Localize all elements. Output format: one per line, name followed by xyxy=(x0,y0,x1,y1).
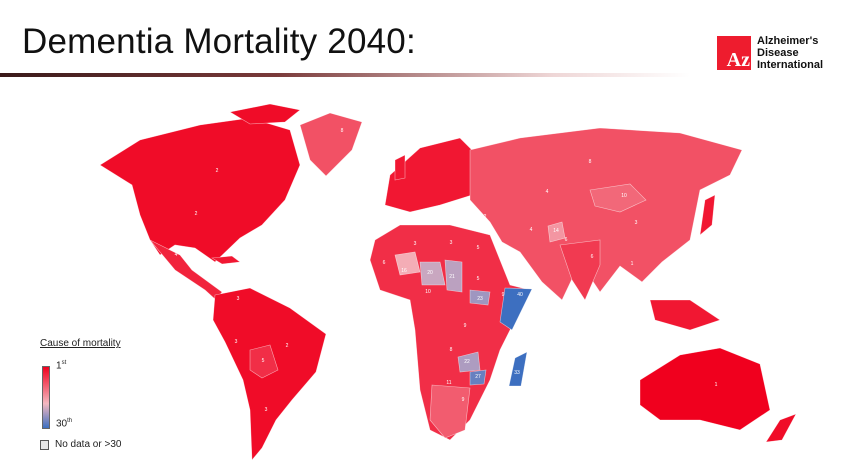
country-rank-label: 4 xyxy=(175,252,178,258)
country-rank-label: 3 xyxy=(265,407,268,413)
logo-line: International xyxy=(757,59,824,71)
country-rank-label: 3 xyxy=(450,240,453,246)
country-mongolia xyxy=(589,183,647,213)
country-rank-label: 4 xyxy=(546,189,549,195)
country-rank-label: 8 xyxy=(589,159,592,165)
country-rank-label: 40 xyxy=(517,292,523,298)
country-rank-label: 10 xyxy=(425,289,431,295)
nodata-swatch xyxy=(40,439,49,450)
country-south-sudan xyxy=(469,289,491,306)
nodata-label: No data or >30 xyxy=(55,439,122,450)
country-sahel-west xyxy=(394,251,421,276)
country-rank-label: 6 xyxy=(591,254,594,260)
slide-title: Dementia Mortality 2040: xyxy=(22,22,416,61)
legend-color-scale xyxy=(42,366,50,429)
country-rank-label: 3 xyxy=(414,241,417,247)
country-arctic-islands xyxy=(229,103,301,125)
country-caribbean xyxy=(211,255,241,265)
logo-text: Alzheimer's Disease International xyxy=(757,35,823,71)
country-zambia xyxy=(457,351,481,373)
country-rank-label: 5 xyxy=(477,276,480,282)
country-se-asia-islands xyxy=(649,299,721,331)
country-rank-label: 14 xyxy=(553,228,559,234)
country-japan xyxy=(699,194,716,236)
country-rank-label: 1 xyxy=(715,382,718,388)
country-rank-label: 2 xyxy=(195,211,198,217)
country-greenland xyxy=(299,112,363,177)
country-india xyxy=(559,239,601,301)
country-africa xyxy=(369,224,531,441)
country-rank-label: 9 xyxy=(462,397,465,403)
country-rank-label: 5 xyxy=(477,245,480,251)
title-underline xyxy=(0,73,690,77)
country-uk xyxy=(394,154,406,181)
country-rank-label: 3 xyxy=(635,220,638,226)
logo-line: Disease xyxy=(757,47,799,59)
legend-bottom-label: 30th xyxy=(56,418,73,430)
country-rank-label: 23 xyxy=(477,296,483,302)
country-asia xyxy=(469,127,743,301)
country-rank-label: 2 xyxy=(484,214,487,220)
country-rank-label: 1 xyxy=(631,261,634,267)
country-rank-label: 4 xyxy=(530,227,533,233)
country-rank-label: 27 xyxy=(475,374,481,380)
country-rank-label: 8 xyxy=(450,347,453,353)
country-rank-label: 33 xyxy=(514,370,520,376)
legend-title: Cause of mortality xyxy=(40,338,121,349)
country-rank-label: 10 xyxy=(621,193,627,199)
country-rank-label: 2 xyxy=(286,343,289,349)
country-rank-label: 6 xyxy=(565,237,568,243)
country-rank-label: 11 xyxy=(494,366,499,372)
logo-mark-text: Az xyxy=(726,49,750,71)
country-rank-label: 20 xyxy=(427,270,433,276)
country-zimbabwe xyxy=(469,369,487,386)
legend-nodata: No data or >30 xyxy=(40,439,121,450)
country-bolivia xyxy=(249,344,279,379)
country-rank-label: 9 xyxy=(464,323,467,329)
country-southern-africa xyxy=(429,384,471,439)
country-rank-label: 6 xyxy=(383,260,386,266)
country-madagascar xyxy=(508,351,528,387)
country-rank-label: 3 xyxy=(237,296,240,302)
country-chad xyxy=(444,259,463,293)
logo-line: Alzheimer's xyxy=(757,35,819,47)
country-rank-label: 3 xyxy=(235,339,238,345)
country-afghanistan xyxy=(547,221,566,243)
country-rank-label: 5 xyxy=(262,358,265,364)
country-new-zealand xyxy=(765,413,797,443)
map-legend: Cause of mortality 1st 30th No data or >… xyxy=(40,338,121,450)
country-rank-label: 22 xyxy=(464,359,470,365)
country-rank-label: 2 xyxy=(216,168,219,174)
logo-mark: Az xyxy=(717,36,751,71)
legend-top-label: 1st xyxy=(56,360,67,372)
country-rank-label: 9 xyxy=(502,292,505,298)
country-australia xyxy=(639,347,771,431)
country-niger xyxy=(419,261,446,286)
country-rank-label: 16 xyxy=(401,268,407,274)
country-rank-label: 11 xyxy=(446,380,451,386)
country-rank-label: 2 xyxy=(511,252,514,258)
country-rank-label: 8 xyxy=(341,128,344,134)
adi-logo: Az Alzheimer's Disease International xyxy=(717,35,823,71)
country-rank-label: 21 xyxy=(449,274,455,280)
country-somalia xyxy=(499,287,533,331)
country-north-america xyxy=(99,117,301,263)
